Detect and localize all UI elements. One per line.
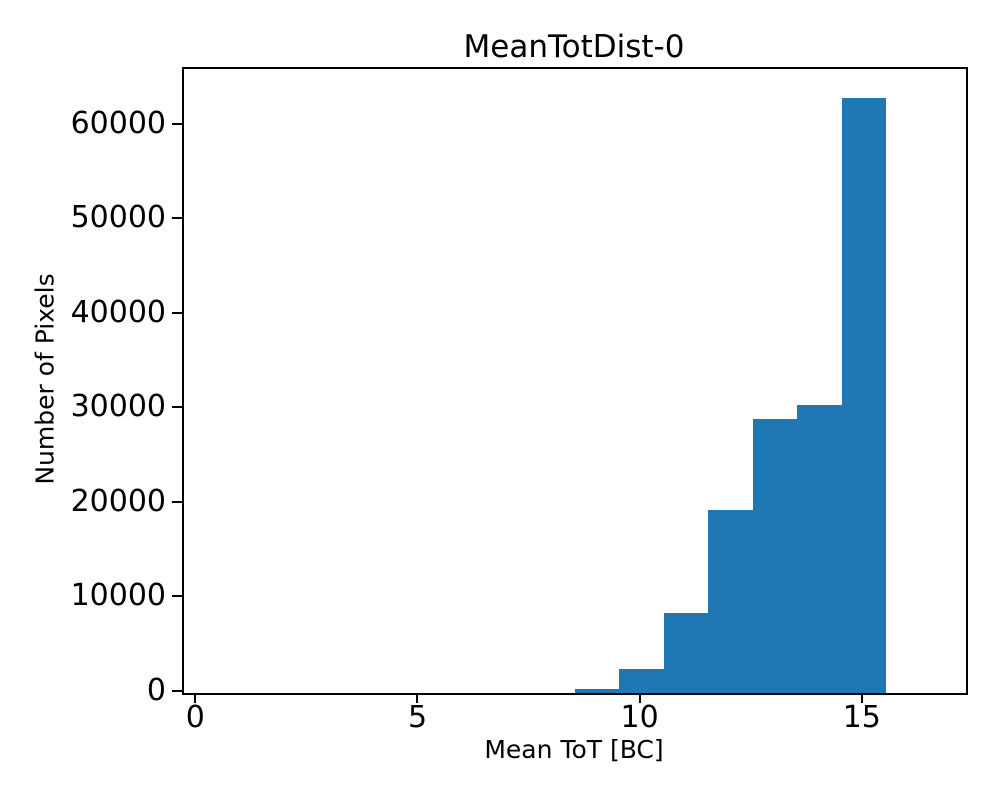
y-tick-mark xyxy=(172,595,182,598)
x-tick-mark xyxy=(860,693,863,703)
histogram-bar xyxy=(619,669,664,693)
y-tick-label: 60000 xyxy=(70,105,166,141)
x-tick-label: 10 xyxy=(620,700,659,735)
histogram-bar xyxy=(752,418,798,693)
y-tick-label: 50000 xyxy=(70,200,166,236)
x-tick-label: 15 xyxy=(842,700,881,735)
y-tick-label: 40000 xyxy=(70,294,166,330)
y-tick-label: 20000 xyxy=(70,483,166,519)
x-tick-mark xyxy=(638,693,641,703)
x-tick-mark xyxy=(194,693,197,703)
histogram-bar xyxy=(708,509,753,693)
y-tick-mark xyxy=(172,500,182,503)
x-tick-label: 0 xyxy=(185,700,205,735)
x-axis-label: Mean ToT [BC] xyxy=(484,735,664,764)
y-tick-mark xyxy=(172,406,182,409)
y-tick-mark xyxy=(172,122,182,125)
y-tick-mark xyxy=(172,690,182,692)
histogram-bar xyxy=(841,98,886,693)
x-tick-mark xyxy=(416,693,419,703)
histogram-bar xyxy=(663,612,709,693)
histogram-bars xyxy=(184,69,966,693)
y-tick-mark xyxy=(172,311,182,314)
chart-title: MeanTotDist-0 xyxy=(463,29,685,65)
plot-area xyxy=(182,67,968,695)
histogram-bar xyxy=(575,689,620,693)
y-tick-label: 10000 xyxy=(70,578,166,614)
histogram-bar xyxy=(797,404,842,693)
y-tick-label: 30000 xyxy=(70,389,166,425)
y-tick-mark xyxy=(172,217,182,220)
x-tick-label: 5 xyxy=(407,700,428,735)
y-tick-label: 0 xyxy=(146,673,166,708)
